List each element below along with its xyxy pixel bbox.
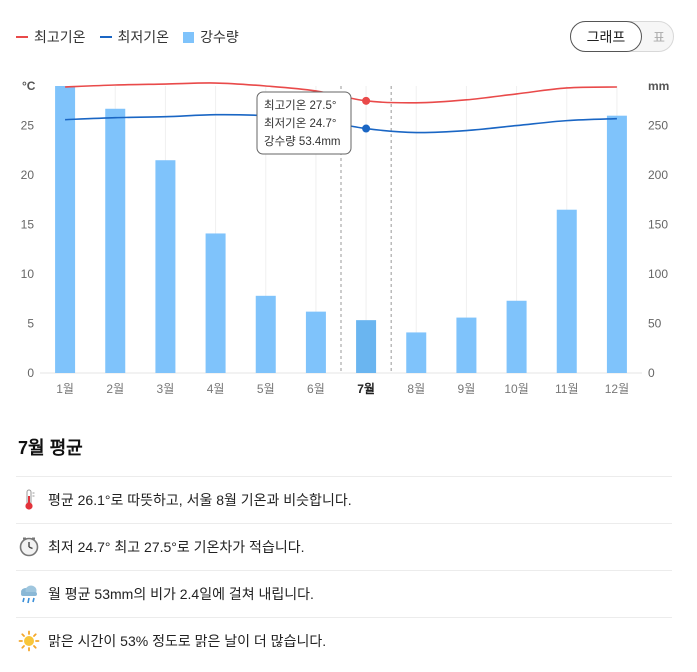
summary-item: 월 평균 53mm의 비가 2.4일에 걸쳐 내립니다. bbox=[16, 570, 672, 617]
rain-bar bbox=[456, 317, 477, 373]
y-left-tick-label: 10 bbox=[21, 267, 35, 281]
thermometer-icon bbox=[18, 489, 40, 511]
legend-max-temp[interactable]: 최고기온 bbox=[16, 27, 86, 47]
y-right-axis-label: mm bbox=[648, 79, 669, 93]
x-tick-label: 5월 bbox=[257, 382, 275, 396]
summary-item-text: 월 평균 53mm의 비가 2.4일에 걸쳐 내립니다. bbox=[48, 586, 314, 602]
rain-bar bbox=[356, 320, 377, 373]
y-right-tick-label: 200 bbox=[648, 168, 668, 182]
x-tick-label: 3월 bbox=[157, 382, 175, 396]
y-right-tick-label: 0 bbox=[648, 366, 655, 380]
rain-bar bbox=[105, 108, 126, 373]
y-left-tick-label: 5 bbox=[27, 317, 34, 331]
legend-rain-swatch bbox=[183, 31, 195, 43]
rain-bar bbox=[305, 311, 326, 373]
legend-max-temp-label: 최고기온 bbox=[34, 29, 86, 45]
x-tick-label: 8월 bbox=[407, 382, 425, 396]
min-temp-point bbox=[362, 124, 371, 133]
rain-bar bbox=[506, 300, 527, 373]
summary-item-text: 평균 26.1°로 따뜻하고, 서울 8월 기온과 비슷합니다. bbox=[48, 492, 352, 508]
y-right-tick-label: 100 bbox=[648, 267, 668, 281]
rain-bar bbox=[406, 332, 427, 373]
legend-rain-label: 강수량 bbox=[200, 29, 239, 45]
summary-item: 맑은 시간이 53% 정도로 맑은 날이 더 많습니다. bbox=[16, 617, 672, 664]
rain-bar bbox=[55, 86, 76, 373]
x-tick-label: 2월 bbox=[106, 382, 124, 396]
x-tick-label: 4월 bbox=[207, 382, 225, 396]
y-left-axis-label: °C bbox=[22, 79, 36, 93]
x-tick-label: 11월 bbox=[555, 382, 579, 396]
legend-min-temp-label: 최저기온 bbox=[117, 29, 170, 45]
y-left-tick-label: 25 bbox=[21, 119, 35, 133]
summary-list: 평균 26.1°로 따뜻하고, 서울 8월 기온과 비슷합니다. 최저 24.7… bbox=[16, 476, 672, 664]
rain-bar bbox=[205, 233, 226, 373]
sun-icon bbox=[18, 630, 40, 652]
y-right-tick-label: 250 bbox=[648, 119, 668, 133]
y-left-tick-label: 20 bbox=[21, 168, 35, 182]
x-tick-label: 6월 bbox=[307, 382, 325, 396]
summary-item: 최저 24.7° 최고 27.5°로 기온차가 적습니다. bbox=[16, 523, 672, 570]
table-view-button[interactable]: 표 bbox=[653, 30, 665, 45]
view-toggle: 그래프 표 bbox=[570, 21, 674, 52]
legend-min-temp-swatch bbox=[99, 36, 112, 38]
x-tick-label: 1월 bbox=[56, 382, 74, 396]
rain-bar bbox=[556, 209, 577, 373]
tooltip-box bbox=[256, 91, 352, 155]
graph-view-button[interactable]: 그래프 bbox=[570, 21, 642, 52]
summary-item-text: 맑은 시간이 53% 정도로 맑은 날이 더 많습니다. bbox=[48, 633, 327, 649]
summary-title: 7월 평균 bbox=[18, 438, 83, 458]
rain-bar bbox=[606, 115, 627, 374]
tooltip-min-text: 최저기온 24.7° bbox=[264, 117, 337, 130]
y-right-tick-label: 50 bbox=[648, 317, 662, 331]
y-left-tick-label: 0 bbox=[27, 366, 34, 380]
rain-bar bbox=[255, 295, 276, 373]
max-temp-point bbox=[362, 96, 371, 105]
tooltip-rain-text: 강수량 53.4mm bbox=[264, 135, 340, 148]
y-right-tick-label: 150 bbox=[648, 218, 668, 232]
chart-tooltip: 최고기온 27.5° 최저기온 24.7° 강수량 53.4mm bbox=[256, 91, 352, 155]
clock-icon bbox=[18, 536, 40, 558]
legend-max-temp-swatch bbox=[16, 36, 28, 38]
summary-item: 평균 26.1°로 따뜻하고, 서울 8월 기온과 비슷합니다. bbox=[16, 476, 672, 523]
summary-item-text: 최저 24.7° 최고 27.5°로 기온차가 적습니다. bbox=[48, 539, 305, 555]
tooltip-max-text: 최고기온 27.5° bbox=[264, 99, 337, 112]
rain-bar bbox=[155, 160, 176, 373]
x-tick-label: 7월 bbox=[357, 381, 375, 396]
legend-min-temp[interactable]: 최저기온 bbox=[99, 27, 170, 47]
chart-legend: 최고기온 최저기온 강수량 bbox=[16, 27, 239, 47]
x-tick-label: 12월 bbox=[605, 382, 629, 396]
x-tick-label: 9월 bbox=[458, 382, 476, 396]
x-tick-label: 10월 bbox=[504, 382, 528, 396]
legend-rain[interactable]: 강수량 bbox=[183, 27, 239, 47]
rain-cloud-icon bbox=[18, 583, 40, 605]
y-left-tick-label: 15 bbox=[21, 218, 35, 232]
